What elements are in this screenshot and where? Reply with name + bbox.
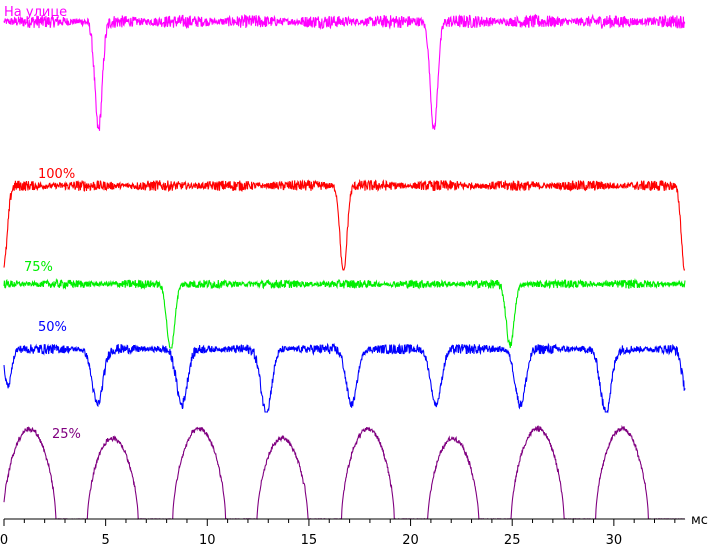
series-line-outdoor xyxy=(3,13,686,131)
series-line-25 xyxy=(3,424,686,520)
x-unit-label: мс xyxy=(691,513,708,528)
series-line-100 xyxy=(3,178,685,271)
series-label-outdoor: На улице xyxy=(4,5,67,20)
series-lines xyxy=(3,13,686,520)
x-tick-label: 20 xyxy=(402,533,419,548)
series-label-75: 75% xyxy=(24,260,53,275)
series-label-25: 25% xyxy=(52,427,81,442)
x-axis: 0 5 10 15 20 25 30 мс xyxy=(0,513,708,548)
series-label-100: 100% xyxy=(38,167,75,182)
series-label-50: 50% xyxy=(38,320,67,335)
series-labels: На улице 100% 75% 50% 25% xyxy=(4,5,81,442)
x-ticks: 0 5 10 15 20 25 30 xyxy=(0,519,676,548)
series-line-75 xyxy=(3,277,686,349)
x-tick-label: 5 xyxy=(102,533,110,548)
x-tick-label: 0 xyxy=(0,533,8,548)
series-line-50 xyxy=(3,342,686,414)
x-tick-label: 30 xyxy=(606,533,623,548)
x-tick-label: 10 xyxy=(199,533,216,548)
x-tick-label: 15 xyxy=(301,533,318,548)
x-tick-label: 25 xyxy=(504,533,521,548)
